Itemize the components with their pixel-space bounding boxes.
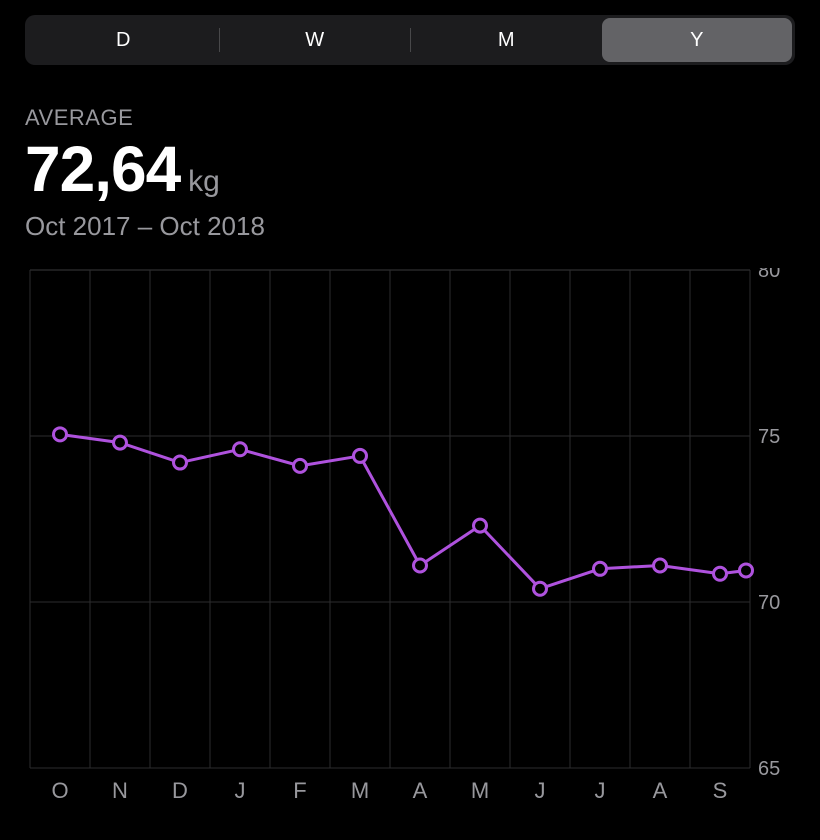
metric-unit: kg [188,165,220,199]
segment-label: D [116,29,130,52]
segment-day[interactable]: D [28,18,219,62]
segment-label: Y [690,29,703,52]
svg-text:J: J [595,778,606,803]
svg-text:J: J [535,778,546,803]
weight-chart[interactable]: 65 70 75 80 O N D J F M A M J J A S [25,268,795,828]
svg-text:J: J [235,778,246,803]
summary-header: AVERAGE 72,64 kg Oct 2017 – Oct 2018 [25,105,795,242]
svg-text:S: S [713,778,728,803]
segment-month[interactable]: M [411,18,602,62]
svg-text:65: 65 [758,758,780,780]
svg-text:N: N [112,778,128,803]
time-range-segmented-control[interactable]: D W M Y [25,15,795,65]
metric-value-row: 72,64 kg [25,137,795,201]
svg-text:D: D [172,778,188,803]
svg-text:80: 80 [758,268,780,282]
svg-text:M: M [471,778,489,803]
date-range: Oct 2017 – Oct 2018 [25,211,795,242]
segment-year[interactable]: Y [602,18,793,62]
metric-value: 72,64 [25,137,180,201]
svg-text:F: F [293,778,306,803]
segment-label: W [305,29,324,52]
svg-text:75: 75 [758,426,780,448]
segment-label: M [498,29,515,52]
metric-label: AVERAGE [25,105,795,131]
chart-svg: 65 70 75 80 O N D J F M A M J J A S [25,268,795,828]
svg-text:A: A [653,778,668,803]
svg-text:O: O [51,778,68,803]
svg-text:70: 70 [758,592,780,614]
svg-text:A: A [413,778,428,803]
svg-text:M: M [351,778,369,803]
segment-week[interactable]: W [220,18,411,62]
